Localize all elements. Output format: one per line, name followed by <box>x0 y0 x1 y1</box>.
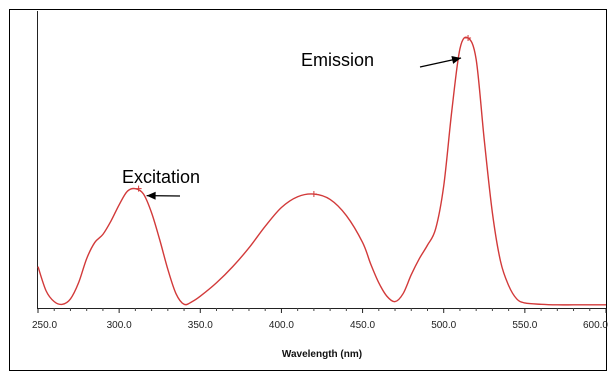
annotation-arrow-head <box>451 56 462 64</box>
spectrum-line <box>37 36 606 306</box>
x-tick-label: 600.0 <box>583 320 608 331</box>
annotation-label: Excitation <box>122 167 200 187</box>
x-tick-label: 500.0 <box>431 320 456 331</box>
x-axis-title: Wavelength (nm) <box>282 349 362 360</box>
x-tick-label: 550.0 <box>512 320 537 331</box>
annotations: Excitation Emission <box>122 50 462 200</box>
x-tick-label: 450.0 <box>350 320 375 331</box>
x-tick-label: 350.0 <box>188 320 213 331</box>
peak-marker <box>135 185 142 192</box>
peak-marker <box>465 35 472 41</box>
x-tick-label: 300.0 <box>107 320 132 331</box>
x-axis-ticks <box>37 308 607 313</box>
annotation-arrow-head <box>146 191 156 200</box>
annotation-label: Emission <box>301 50 374 70</box>
x-tick-label: 400.0 <box>269 320 294 331</box>
x-axis-tick-labels: 250.0 300.0 350.0 400.0 450.0 500.0 550.0 600.0 <box>32 320 608 331</box>
peak-markers <box>135 35 472 198</box>
peak-marker <box>310 191 317 198</box>
x-tick-label: 250.0 <box>32 320 57 331</box>
figure-border <box>9 9 607 371</box>
